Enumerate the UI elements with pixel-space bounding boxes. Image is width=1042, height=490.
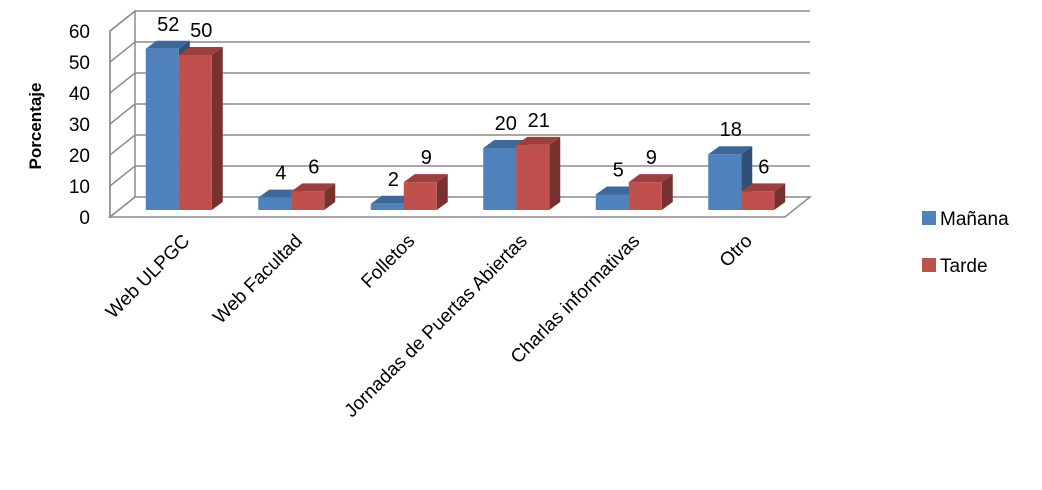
x-tick-label: Charlas informativas <box>507 231 644 368</box>
y-tick-label: 60 <box>69 22 90 43</box>
bar-front <box>595 194 629 210</box>
bar-front <box>145 48 179 210</box>
data-label: 21 <box>528 110 550 132</box>
y-tick-label: 30 <box>69 115 90 136</box>
data-label: 52 <box>157 14 179 36</box>
legend-swatch <box>922 258 936 272</box>
bar-front <box>178 55 212 210</box>
bar <box>741 183 786 210</box>
x-tick-label: Folletos <box>357 231 419 293</box>
bar-front <box>291 191 325 210</box>
bar-front <box>708 154 742 210</box>
gridline <box>109 41 810 63</box>
bar <box>516 136 561 210</box>
x-tick-label: Web ULPGC <box>102 231 194 323</box>
legend: Mañana Tarde <box>922 209 1009 277</box>
legend-entry: Tarde <box>922 256 988 277</box>
bar-front <box>370 203 404 210</box>
bar-front <box>628 182 662 210</box>
x-tick-label: Web Facultad <box>209 231 307 329</box>
bar-top <box>178 47 223 55</box>
bar-side <box>661 174 673 210</box>
y-tick-label: 50 <box>69 53 90 74</box>
bar <box>403 174 448 210</box>
gridline <box>109 134 810 156</box>
bar-top <box>291 183 336 192</box>
data-label: 5 <box>613 160 624 182</box>
data-label: 9 <box>421 147 432 169</box>
gridline <box>109 103 810 125</box>
bar-top <box>516 136 561 145</box>
bar-top <box>741 183 786 192</box>
x-tick-label: Jornadas de Puertas Abiertas <box>341 231 532 422</box>
bar <box>628 174 673 210</box>
bar-side <box>436 174 448 210</box>
bar-top <box>708 146 753 155</box>
y-axis-ticks: 0 10 20 30 40 50 60 <box>69 22 90 229</box>
bar-side <box>549 136 561 210</box>
bar-top <box>403 174 448 183</box>
legend-label: Tarde <box>940 256 988 277</box>
bars <box>145 40 786 210</box>
bar-top <box>628 174 673 183</box>
x-tick-label: Otro <box>716 231 757 272</box>
bar-front <box>258 197 292 210</box>
bar-side <box>324 183 336 210</box>
data-label: 4 <box>275 163 286 185</box>
data-label: 18 <box>720 119 742 141</box>
y-tick-label: 20 <box>69 146 90 167</box>
bar-front <box>483 148 517 210</box>
y-tick-label: 0 <box>79 208 90 229</box>
bar-top <box>145 40 190 49</box>
bar <box>291 183 336 210</box>
legend-entry: Mañana <box>922 209 1009 230</box>
data-label: 9 <box>646 147 657 169</box>
gridline <box>109 165 810 187</box>
data-label: 2 <box>388 169 399 191</box>
data-label: 20 <box>495 113 517 135</box>
gridline <box>109 10 810 32</box>
data-label: 6 <box>308 156 319 178</box>
data-label: 50 <box>190 20 212 42</box>
gridline <box>109 72 810 94</box>
bar-front <box>741 191 775 210</box>
legend-label: Mañana <box>940 209 1009 230</box>
legend-swatch <box>922 211 936 225</box>
y-axis-title: Porcentaje <box>26 83 45 170</box>
y-tick-label: 10 <box>69 177 90 198</box>
gridlines <box>109 10 810 187</box>
bar-side <box>211 47 223 210</box>
bar <box>178 47 223 210</box>
y-tick-label: 40 <box>69 84 90 105</box>
bar-front <box>516 144 550 210</box>
bar-front <box>403 182 437 210</box>
bar-side <box>774 183 786 210</box>
data-label: 6 <box>758 156 769 178</box>
